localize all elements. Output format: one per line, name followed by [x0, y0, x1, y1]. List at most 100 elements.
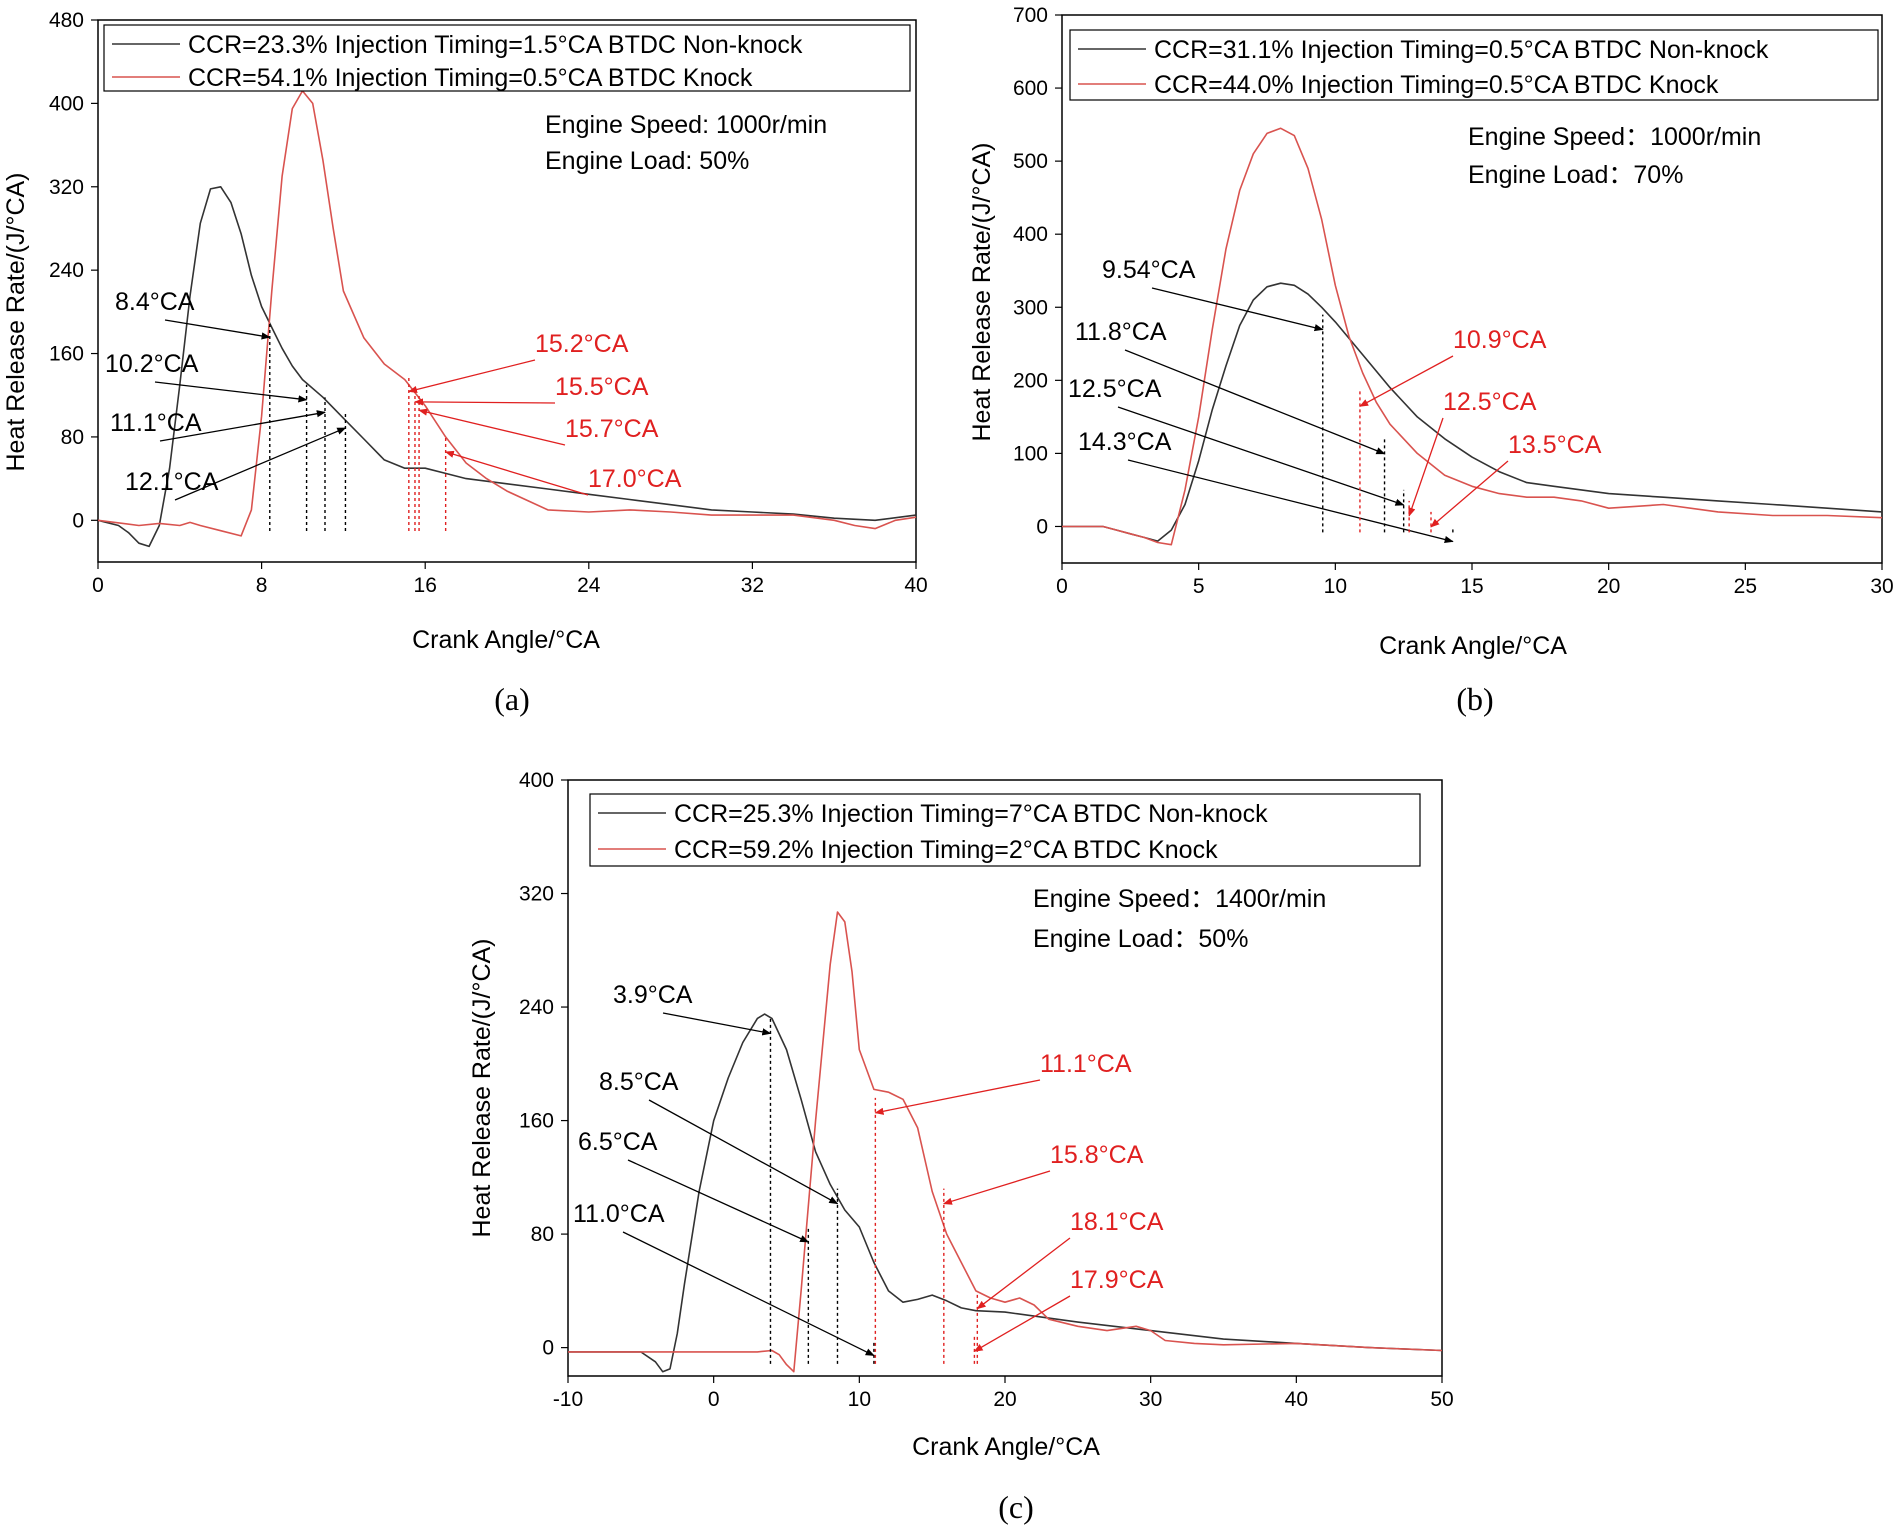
- y-tick-label: 400: [1013, 223, 1048, 246]
- x-tick-label: 10: [1324, 575, 1347, 598]
- legend-entry: CCR=59.2% Injection Timing=2°CA BTDC Kno…: [674, 836, 1218, 864]
- series-line-knock: [97, 90, 917, 537]
- axis-title-y: Heat Release Rate/(J/°CA): [968, 143, 996, 442]
- marker-arrow: [648, 1099, 839, 1205]
- y-tick-label: 320: [49, 176, 84, 199]
- y-tick-label: 240: [49, 259, 84, 282]
- marker-arrow: [159, 410, 326, 442]
- marker-label: 12.1°CA: [125, 468, 219, 496]
- panel-a: 0 8 16 24 32 400801602403204004808.4°CA10.2°C…: [2, 9, 928, 717]
- y-tick-label: 400: [519, 769, 554, 792]
- marker-label: 15.2°CA: [535, 330, 629, 358]
- legend-entry: CCR=44.0% Injection Timing=0.5°CA BTDC K…: [1154, 71, 1719, 99]
- legend-entry: CCR=23.3% Injection Timing=1.5°CA BTDC N…: [188, 31, 803, 59]
- x-tick-label: 30: [1139, 1388, 1162, 1411]
- marker-arrow: [942, 1170, 1051, 1205]
- marker-label: 8.5°CA: [599, 1068, 679, 1096]
- x-tick-label: 0: [1056, 575, 1068, 598]
- marker-label: 17.9°CA: [1070, 1266, 1164, 1294]
- x-tick-label: 25: [1734, 575, 1757, 598]
- marker-label: 6.5°CA: [578, 1128, 658, 1156]
- x-tick-label: 0: [708, 1388, 720, 1411]
- marker-label: 18.1°CA: [1070, 1208, 1164, 1236]
- marker-arrow: [164, 319, 271, 340]
- marker-label: 10.9°CA: [1453, 326, 1547, 354]
- panel-caption: (a): [494, 681, 530, 717]
- series-line-non-knock: [568, 1013, 1443, 1373]
- marker-arrow: [976, 1237, 1071, 1310]
- marker-arrow: [973, 1295, 1071, 1352]
- marker-label: 15.5°CA: [555, 373, 649, 401]
- marker-arrow: [174, 427, 347, 501]
- x-tick-label: 16: [414, 574, 437, 597]
- y-tick-label: 400: [49, 92, 84, 115]
- x-tick-label: -10: [553, 1388, 583, 1411]
- legend-entry: CCR=25.3% Injection Timing=7°CA BTDC Non…: [674, 800, 1268, 828]
- x-tick-label: 10: [848, 1388, 871, 1411]
- marker-arrow: [627, 1159, 810, 1243]
- y-tick-label: 80: [61, 426, 84, 449]
- legend-entry: CCR=31.1% Injection Timing=0.5°CA BTDC N…: [1154, 36, 1769, 64]
- marker-label: 10.2°CA: [105, 350, 199, 378]
- engine-info-text: Engine Load: 50%: [545, 147, 749, 175]
- marker-arrow: [1124, 349, 1386, 455]
- marker-label: 11.1°CA: [1040, 1050, 1132, 1078]
- x-tick-label: 5: [1193, 575, 1205, 598]
- marker-arrow: [622, 1231, 875, 1357]
- y-tick-label: 600: [1013, 77, 1048, 100]
- marker-label: 9.54°CA: [1102, 256, 1196, 284]
- marker-arrow: [1117, 406, 1405, 506]
- y-tick-label: 160: [519, 1110, 554, 1133]
- y-tick-label: 500: [1013, 150, 1048, 173]
- x-tick-label: 40: [904, 574, 927, 597]
- marker-arrow: [407, 359, 536, 394]
- marker-arrow: [418, 408, 566, 446]
- panel-caption: (b): [1456, 681, 1493, 717]
- y-tick-label: 300: [1013, 296, 1048, 319]
- engine-info-text: Engine Load：70%: [1468, 161, 1683, 189]
- marker-arrow: [1127, 459, 1454, 544]
- marker-label: 17.0°CA: [588, 465, 682, 493]
- y-tick-label: 0: [72, 509, 84, 532]
- marker-arrow: [154, 381, 308, 403]
- plot-frame: [567, 779, 1443, 1377]
- engine-info-text: Engine Speed：1000r/min: [1468, 123, 1761, 151]
- plot-frame: [97, 19, 917, 563]
- legend-entry: CCR=54.1% Injection Timing=0.5°CA BTDC K…: [188, 64, 753, 92]
- marker-label: 12.5°CA: [1068, 375, 1162, 403]
- x-tick-label: 40: [1285, 1388, 1308, 1411]
- marker-arrow: [1359, 355, 1454, 407]
- marker-label: 12.5°CA: [1443, 388, 1537, 416]
- plot-a: 0 8 16 24 32 400801602403204004808.4°CA10.2°C…: [49, 9, 928, 597]
- engine-info-text: Engine Speed：1400r/min: [1033, 885, 1326, 913]
- y-tick-label: 240: [519, 996, 554, 1019]
- x-tick-label: 0: [92, 574, 104, 597]
- legend-box: [1069, 29, 1879, 101]
- plot-b: 0 5 10 15 20 25 3001002003004005006007009.54°C…: [1013, 4, 1894, 598]
- marker-arrow: [662, 1012, 772, 1036]
- y-tick-label: 80: [531, 1223, 554, 1246]
- panel-c: -10 0 10 20 30 40 50 0 80 160 240 320 400 3.9°CA 8.5°C…: [468, 769, 1454, 1525]
- marker-label: 8.4°CA: [115, 288, 195, 316]
- plot-c: -10 0 10 20 30 40 50 0 80 160 240 320 400 3.9°CA 8.5°C…: [519, 769, 1454, 1411]
- marker-label: 14.3°CA: [1078, 428, 1172, 456]
- engine-info-text: Engine Speed: 1000r/min: [545, 111, 827, 139]
- marker-arrow: [874, 1079, 1041, 1115]
- x-tick-label: 8: [256, 574, 268, 597]
- x-tick-label: 50: [1430, 1388, 1453, 1411]
- x-tick-label: 15: [1460, 575, 1483, 598]
- marker-arrow: [444, 450, 589, 496]
- engine-info-text: Engine Load：50%: [1033, 925, 1248, 953]
- y-tick-label: 200: [1013, 369, 1048, 392]
- marker-arrow: [1151, 287, 1324, 332]
- marker-label: 11.8°CA: [1075, 318, 1167, 346]
- marker-label: 15.7°CA: [565, 415, 659, 443]
- series-line-non-knock: [97, 186, 917, 548]
- x-tick-label: 30: [1870, 575, 1893, 598]
- marker-label: 13.5°CA: [1508, 431, 1602, 459]
- panel-caption: (c): [998, 1489, 1034, 1525]
- y-tick-label: 700: [1013, 4, 1048, 27]
- axis-title-x: Crank Angle/°CA: [412, 626, 600, 654]
- series-line-knock: [1062, 127, 1883, 546]
